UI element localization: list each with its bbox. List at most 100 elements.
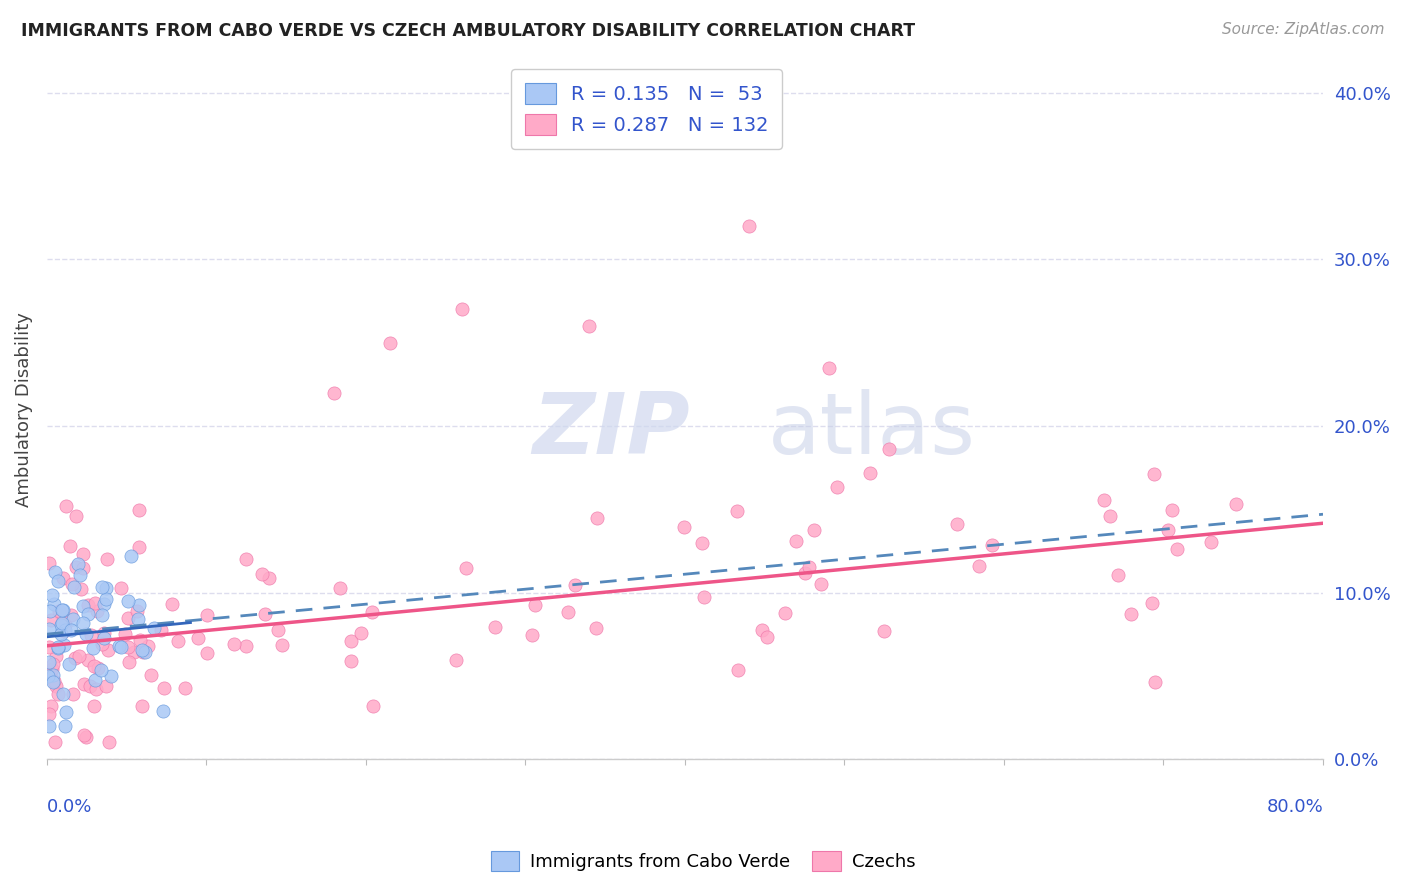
Point <box>340 654 363 668</box>
Point <box>46 687 69 701</box>
Point <box>42 657 65 671</box>
Point <box>60 623 83 637</box>
Point <box>65 560 87 574</box>
Point <box>39 666 62 681</box>
Point <box>39 613 62 627</box>
Point <box>160 598 183 612</box>
Point <box>329 581 352 595</box>
Point <box>794 566 817 580</box>
Point <box>128 598 150 612</box>
Point <box>195 646 218 660</box>
Point <box>1161 503 1184 517</box>
Point <box>87 661 110 675</box>
Point <box>1199 535 1222 549</box>
Point <box>174 681 197 695</box>
Point <box>672 520 695 534</box>
Point <box>557 605 579 619</box>
Point <box>55 500 77 514</box>
Point <box>77 653 100 667</box>
Text: IMMIGRANTS FROM CABO VERDE VS CZECH AMBULATORY DISABILITY CORRELATION CHART: IMMIGRANTS FROM CABO VERDE VS CZECH AMBU… <box>21 22 915 40</box>
Point <box>967 558 990 573</box>
Point <box>257 571 280 585</box>
Point <box>254 607 277 621</box>
Point <box>93 631 115 645</box>
Text: 80.0%: 80.0% <box>1267 797 1323 815</box>
Text: 0.0%: 0.0% <box>46 797 93 815</box>
Point <box>149 623 172 637</box>
Point <box>523 599 546 613</box>
Text: Source: ZipAtlas.com: Source: ZipAtlas.com <box>1222 22 1385 37</box>
Point <box>118 655 141 669</box>
Point <box>84 673 107 688</box>
Point <box>122 645 145 659</box>
Point <box>143 621 166 635</box>
Point <box>65 650 87 665</box>
Point <box>117 640 139 654</box>
Point <box>83 659 105 673</box>
Point <box>53 618 76 632</box>
Point <box>79 679 101 693</box>
Point <box>97 643 120 657</box>
Point <box>38 655 60 669</box>
Point <box>132 645 155 659</box>
Point <box>44 597 66 611</box>
Point <box>65 509 87 524</box>
Point <box>361 699 384 714</box>
Point <box>46 640 69 654</box>
Point <box>131 642 153 657</box>
Point <box>91 608 114 623</box>
Point <box>585 621 607 635</box>
Point <box>738 219 761 234</box>
Point <box>117 594 139 608</box>
Point <box>41 698 63 713</box>
Point <box>817 360 839 375</box>
Point <box>1225 497 1247 511</box>
Point <box>45 648 67 663</box>
Point <box>72 599 94 613</box>
Point <box>83 596 105 610</box>
Point <box>82 641 104 656</box>
Point <box>73 677 96 691</box>
Point <box>271 638 294 652</box>
Point <box>127 612 149 626</box>
Point <box>361 605 384 619</box>
Point <box>41 662 63 676</box>
Text: ZIP: ZIP <box>531 389 689 472</box>
Point <box>51 602 73 616</box>
Point <box>75 627 97 641</box>
Point <box>267 623 290 637</box>
Point <box>128 503 150 517</box>
Point <box>139 668 162 682</box>
Point <box>97 735 120 749</box>
Point <box>60 576 83 591</box>
Point <box>136 640 159 654</box>
Point <box>578 319 600 334</box>
Point <box>45 679 67 693</box>
Point <box>89 663 111 677</box>
Point <box>41 668 63 682</box>
Point <box>58 657 80 671</box>
Point <box>52 571 75 585</box>
Point <box>1143 675 1166 690</box>
Point <box>1166 542 1188 557</box>
Point <box>52 638 75 652</box>
Point <box>100 668 122 682</box>
Point <box>69 567 91 582</box>
Point <box>51 607 73 622</box>
Point <box>86 604 108 618</box>
Point <box>73 728 96 742</box>
Point <box>945 517 967 532</box>
Point <box>1143 467 1166 481</box>
Point <box>129 633 152 648</box>
Point <box>1098 509 1121 524</box>
Point <box>41 589 63 603</box>
Point <box>775 606 797 620</box>
Point <box>827 479 849 493</box>
Point <box>83 699 105 714</box>
Point <box>879 442 901 457</box>
Point <box>49 618 72 632</box>
Point <box>131 698 153 713</box>
Point <box>152 704 174 718</box>
Point <box>725 504 748 518</box>
Point <box>48 640 70 655</box>
